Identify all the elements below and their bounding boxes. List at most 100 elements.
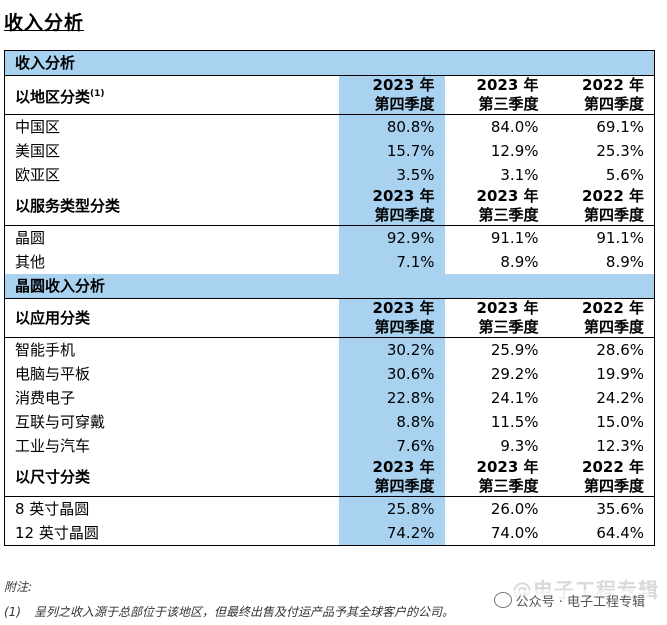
row-label: 消费电子 [15, 389, 76, 407]
column-header-line: 2023 年 [476, 76, 539, 94]
group-label: 以地区分类(1) [4, 75, 339, 115]
table-row: 其他 7.1% 8.9% 8.9% [5, 250, 655, 274]
cell-q4_2022: 8.9% [605, 253, 645, 271]
column-header-line: 第四季度 [374, 318, 435, 336]
group-header-row: 以地区分类(1) 2023 年第四季度 2023 年第三季度 2022 年第四季度 [4, 75, 655, 115]
column-header-line: 2022 年 [582, 299, 645, 317]
column-header-q3_2023: 2023 年第三季度 [444, 298, 549, 338]
cell-q4_2022: 69.1% [596, 118, 645, 136]
group-label-text: 以地区分类 [15, 87, 91, 106]
group-header-row: 以应用分类 2023 年第四季度 2023 年第三季度 2022 年第四季度 [4, 298, 655, 338]
section-header: 晶圆收入分析 [4, 274, 655, 299]
table-row: 消费电子 22.8% 24.1% 24.2% [5, 386, 655, 410]
cell-q4_2023: 22.8% [338, 386, 445, 410]
cell-q4_2023: 30.6% [338, 362, 445, 386]
cell-q4_2022: 64.4% [596, 524, 645, 542]
column-header-q4_2022: 2022 年第四季度 [548, 458, 655, 497]
table-row: 晶圆 92.9% 91.1% 91.1% [5, 225, 655, 250]
column-header-q3_2023: 2023 年第三季度 [444, 75, 549, 115]
group-label-text: 以服务类型分类 [15, 197, 121, 215]
group-label: 以尺寸分类 [4, 458, 339, 497]
table-row: 中国区 80.8% 84.0% 69.1% [5, 114, 655, 139]
column-header-line: 2023 年 [372, 458, 435, 476]
table-row: 工业与汽车 7.6% 9.3% 12.3% [5, 434, 655, 458]
column-header-line: 2022 年 [582, 458, 645, 476]
column-header-line: 第四季度 [374, 477, 435, 495]
table-row: 电脑与平板 30.6% 29.2% 19.9% [5, 362, 655, 386]
group-label-text: 以应用分类 [15, 309, 91, 327]
footnote-text: 呈列之收入源于总部位于该地区，但最终出售及付运产品予其全球客户的公司。 [34, 605, 455, 619]
row-label: 智能手机 [15, 341, 76, 359]
column-header-line: 第三季度 [478, 477, 539, 495]
column-header-q4_2022: 2022 年第四季度 [548, 298, 655, 338]
cell-q3_2023: 11.5% [490, 413, 539, 431]
table-row: 互联与可穿戴 8.8% 11.5% 15.0% [5, 410, 655, 434]
row-label: 8 英寸晶圆 [15, 500, 90, 518]
column-header-line: 第四季度 [584, 477, 645, 495]
cell-q4_2022: 24.2% [596, 389, 645, 407]
column-header-line: 2023 年 [372, 299, 435, 317]
watermark-small: 公众号 · 电子工程专辑 [515, 595, 645, 610]
group-label-text: 以尺寸分类 [15, 468, 91, 486]
column-header-q4_2022: 2022 年第四季度 [548, 75, 655, 115]
table-row: 智能手机 30.2% 25.9% 28.6% [5, 337, 655, 362]
group-label: 以服务类型分类 [4, 187, 339, 226]
cell-q4_2023: 7.1% [338, 250, 445, 274]
cell-q3_2023: 74.0% [490, 524, 539, 542]
row-label: 晶圆 [15, 229, 46, 247]
column-header-line: 第三季度 [478, 95, 539, 113]
column-header-line: 2023 年 [372, 187, 435, 205]
cell-q3_2023: 91.1% [490, 229, 539, 247]
cell-q3_2023: 8.9% [500, 253, 539, 271]
notes-heading: 附注: [4, 580, 33, 594]
cell-q4_2022: 25.3% [596, 142, 645, 160]
row-label: 美国区 [15, 142, 61, 160]
table-row: 8 英寸晶圆 25.8% 26.0% 35.6% [5, 496, 655, 521]
wechat-icon [493, 592, 512, 608]
column-header-line: 第四季度 [584, 95, 645, 113]
column-header-line: 第三季度 [478, 206, 539, 224]
row-label: 欧亚区 [15, 166, 61, 184]
column-header-line: 第四季度 [374, 206, 435, 224]
column-header-q4_2023: 2023 年第四季度 [338, 298, 445, 338]
page-title: 收入分析 [4, 12, 85, 34]
table-row: 欧亚区 3.5% 3.1% 5.6% [5, 163, 655, 187]
section-title: 晶圆收入分析 [4, 274, 655, 299]
cell-q4_2023: 92.9% [338, 225, 445, 250]
column-header-line: 2023 年 [476, 299, 539, 317]
cell-q4_2023: 8.8% [338, 410, 445, 434]
footnote-1: (1) 呈列之收入源于总部位于该地区，但最终出售及付运产品予其全球客户的公司。 [4, 605, 454, 619]
watermark-badge: 公众号 · 电子工程专辑 [489, 590, 649, 611]
cell-q3_2023: 26.0% [490, 500, 539, 518]
column-header-q4_2023: 2023 年第四季度 [338, 187, 445, 226]
row-label: 电脑与平板 [15, 365, 91, 383]
row-label: 互联与可穿戴 [15, 413, 106, 431]
cell-q3_2023: 25.9% [490, 341, 539, 359]
column-header-q4_2022: 2022 年第四季度 [548, 187, 655, 226]
column-header-q3_2023: 2023 年第三季度 [444, 458, 549, 497]
row-label: 中国区 [15, 118, 61, 136]
cell-q3_2023: 12.9% [490, 142, 539, 160]
table-row: 12 英寸晶圆 74.2% 74.0% 64.4% [5, 521, 655, 546]
column-header-line: 第四季度 [584, 206, 645, 224]
cell-q4_2022: 15.0% [596, 413, 645, 431]
cell-q4_2022: 28.6% [596, 341, 645, 359]
footnotes: 附注: (1) 呈列之收入源于总部位于该地区，但最终出售及付运产品予其全球客户的公… [4, 578, 454, 620]
cell-q4_2023: 30.2% [338, 337, 445, 362]
column-header-q3_2023: 2023 年第三季度 [444, 187, 549, 226]
footnote-key: (1) [4, 605, 21, 619]
column-header-line: 2022 年 [582, 76, 645, 94]
cell-q4_2022: 35.6% [596, 500, 645, 518]
table-row: 美国区 15.7% 12.9% 25.3% [5, 139, 655, 163]
group-label: 以应用分类 [4, 298, 339, 338]
column-header-q4_2023: 2023 年第四季度 [338, 75, 445, 115]
column-header-line: 2023 年 [476, 458, 539, 476]
cell-q3_2023: 9.3% [500, 437, 539, 455]
section-header: 收入分析 [4, 50, 655, 76]
group-header-row: 以尺寸分类 2023 年第四季度 2023 年第三季度 2022 年第四季度 [4, 458, 655, 497]
row-label: 其他 [15, 253, 46, 271]
cell-q4_2022: 91.1% [596, 229, 645, 247]
cell-q4_2023: 15.7% [338, 139, 445, 163]
column-header-line: 第四季度 [584, 318, 645, 336]
cell-q4_2023: 80.8% [338, 114, 445, 139]
